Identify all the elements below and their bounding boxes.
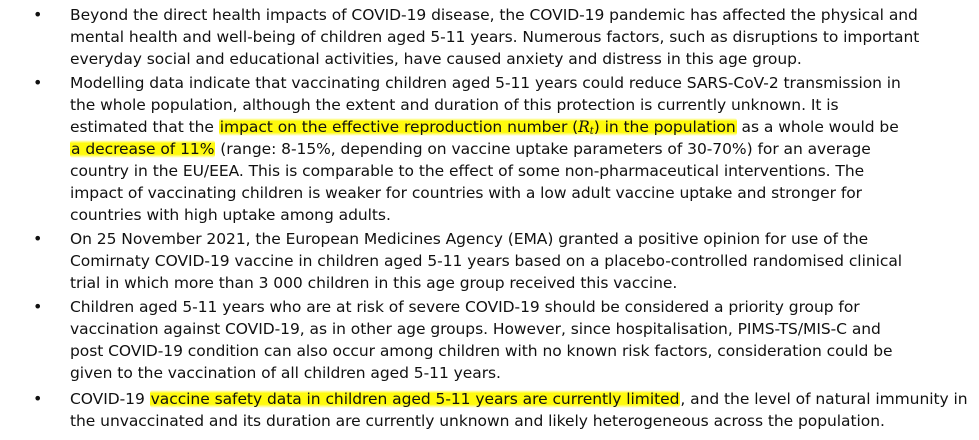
highlight-span: ) in the population <box>593 118 736 136</box>
text-line: everyday social and educational activiti… <box>70 50 802 68</box>
text-line: impact of vaccinating children is weaker… <box>70 184 862 202</box>
text-line: Modelling data indicate that vaccinating… <box>70 74 901 92</box>
bullet-dot: • <box>33 229 43 248</box>
bullet-dot: • <box>33 5 43 24</box>
text-line: a decrease of 11% (range: 8-15%, dependi… <box>70 138 871 160</box>
text-line: COVID-19 vaccine safety data in children… <box>70 388 968 410</box>
text-line: the unvaccinated and its duration are cu… <box>70 412 885 430</box>
text-line: Children aged 5-11 years who are at risk… <box>70 298 860 316</box>
text-line: estimated that the impact on the effecti… <box>70 116 899 143</box>
bullet-dot: • <box>33 389 43 408</box>
text-line: countries with high uptake among adults. <box>70 206 391 224</box>
text-line: post COVID-19 condition can also occur a… <box>70 342 893 360</box>
reproduction-number-symbol: Rt <box>578 118 594 137</box>
rt-letter: R <box>578 118 590 136</box>
highlighted-text: vaccine safety data in children aged 5-1… <box>149 390 681 408</box>
text-line: mental health and well-being of children… <box>70 28 920 46</box>
text-line: Comirnaty COVID-19 vaccine in children a… <box>70 252 903 270</box>
text-span: , and the level of natural immunity in <box>680 390 968 408</box>
highlighted-text: impact on the effective reproduction num… <box>218 118 737 137</box>
text-line: country in the EU/EEA. This is comparabl… <box>70 162 865 180</box>
text-span: (range: 8-15%, depending on vaccine upta… <box>215 140 871 158</box>
text-span: COVID-19 <box>70 390 150 408</box>
text-line: Beyond the direct health impacts of COVI… <box>70 6 918 24</box>
bullet-dot: • <box>33 297 43 316</box>
rt-subscript: t <box>589 126 594 137</box>
bullet-dot: • <box>33 73 43 92</box>
text-span: estimated that the <box>70 118 219 136</box>
highlight-span: impact on the effective reproduction num… <box>219 118 579 136</box>
text-line: vaccination against COVID-19, as in othe… <box>70 320 881 338</box>
text-line: trial in which more than 3 000 children … <box>70 274 678 292</box>
text-line: the whole population, although the exten… <box>70 96 839 114</box>
text-line: On 25 November 2021, the European Medici… <box>70 230 869 248</box>
text-span: as a whole would be <box>736 118 899 136</box>
highlighted-text: a decrease of 11% <box>70 140 216 158</box>
text-line: given to the vaccination of all children… <box>70 364 501 382</box>
